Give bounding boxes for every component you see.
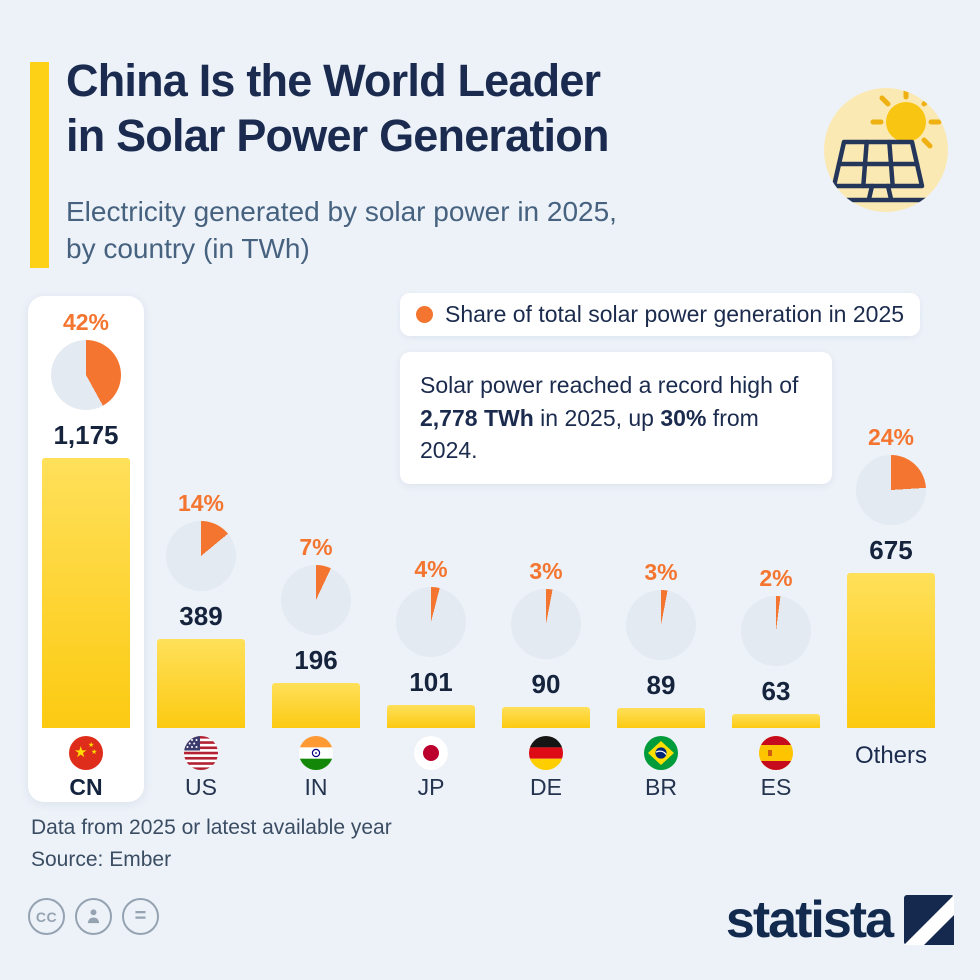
legend-dot-icon <box>416 306 433 323</box>
subtitle-line-1: Electricity generated by solar power in … <box>66 196 617 227</box>
country-label-de: DE <box>530 774 562 800</box>
chart-column-de: 3% 90 <box>491 290 601 728</box>
bar-us <box>157 639 245 728</box>
callout-text-1: Solar power reached a record high of <box>420 372 799 398</box>
page-title: China Is the World Leader in Solar Power… <box>66 54 609 164</box>
bar-others <box>847 573 935 728</box>
country-label-jp: JP <box>417 774 445 800</box>
share-pie-us <box>166 521 236 591</box>
share-pie-in <box>281 565 351 635</box>
title-line-1: China Is the World Leader <box>66 55 601 106</box>
bar-es <box>732 714 820 728</box>
legend-label: Share of total solar power generation in… <box>445 301 905 327</box>
others-label: Others <box>854 742 928 769</box>
chart-column-es: 2% 63 <box>721 290 831 728</box>
country-label-br: BR <box>645 774 677 800</box>
value-label-cn: 1,175 <box>53 420 119 450</box>
share-label-us: 14% <box>177 490 225 516</box>
country-label-in: IN <box>304 774 328 800</box>
share-label-cn: 42% <box>62 309 110 335</box>
statista-wordmark: statista <box>725 891 894 949</box>
bar-in <box>272 683 360 728</box>
chart-column-us: 14% 389 <box>146 290 256 728</box>
svg-text:★: ★ <box>74 743 87 761</box>
license-icons: CC = <box>28 898 159 935</box>
bar-cn <box>42 458 130 728</box>
value-label-us: 389 <box>179 601 223 631</box>
equals-icon: = <box>122 898 159 935</box>
share-label-jp: 4% <box>414 556 448 582</box>
flag-es-icon <box>759 736 793 770</box>
title-accent-bar <box>30 62 49 268</box>
cc-icon: CC <box>28 898 65 935</box>
flag-br-icon <box>644 736 678 770</box>
flag-in-icon <box>299 736 333 770</box>
callout-bold-1: 2,778 TWh <box>420 404 534 431</box>
share-label-br: 3% <box>644 559 678 585</box>
svg-text:★: ★ <box>88 741 94 749</box>
solar-panel-sun-icon <box>816 80 956 220</box>
share-pie-br <box>626 590 696 660</box>
country-label-es: ES <box>760 774 792 800</box>
flag-jp-icon <box>414 736 448 770</box>
attribution-person-icon <box>75 898 112 935</box>
callout-box: Solar power reached a record high of 2,7… <box>400 352 832 484</box>
svg-text:★: ★ <box>91 748 97 756</box>
data-note: Data from 2025 or latest available year <box>31 816 392 839</box>
flag-us-icon <box>184 736 218 770</box>
chart-column-br: 3% 89 <box>606 290 716 728</box>
share-label-es: 2% <box>759 565 793 591</box>
callout-text-2: in 2025, up <box>533 404 661 431</box>
chart-column-in: 7% 196 <box>261 290 371 728</box>
share-pie-de <box>511 589 581 659</box>
value-label-de: 90 <box>531 669 561 699</box>
share-label-others: 24% <box>867 424 915 450</box>
bar-br <box>617 708 705 728</box>
share-pie-jp <box>396 587 466 657</box>
title-line-2: in Solar Power Generation <box>66 109 609 161</box>
value-label-jp: 101 <box>409 667 453 697</box>
chart-column-others: 24% 675 <box>836 290 946 728</box>
share-pie-cn <box>51 340 121 410</box>
callout-text-3: from 2024. <box>420 404 759 464</box>
callout-bold-2: 30% <box>660 404 707 431</box>
statista-logo-icon <box>904 895 954 945</box>
bar-de <box>502 707 590 728</box>
source-note: Source: Ember <box>31 848 172 871</box>
share-pie-others <box>856 455 926 525</box>
statista-brand: statista <box>726 890 954 950</box>
subtitle-line-2: by country (in TWh) <box>66 232 310 264</box>
share-label-de: 3% <box>529 558 563 584</box>
share-pie-es <box>741 596 811 666</box>
value-label-br: 89 <box>646 670 676 700</box>
share-label-in: 7% <box>299 534 333 560</box>
bar-jp <box>387 705 475 728</box>
value-label-es: 63 <box>761 676 791 706</box>
value-label-others: 675 <box>869 535 913 565</box>
legend: Share of total solar power generation in… <box>400 293 921 336</box>
value-label-in: 196 <box>294 645 338 675</box>
country-label-cn: CN <box>69 774 103 800</box>
chart-column-cn: 42% 1,175 <box>31 290 141 728</box>
chart-column-jp: 4% 101 <box>376 290 486 728</box>
flag-de-icon <box>529 736 563 770</box>
page-subtitle: Electricity generated by solar power in … <box>66 194 617 268</box>
country-label-us: US <box>185 774 217 800</box>
flag-cn-icon: ★ ★ ★ <box>69 736 103 770</box>
